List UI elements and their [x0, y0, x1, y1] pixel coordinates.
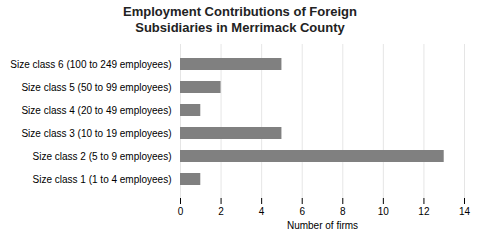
svg-text:12: 12	[418, 206, 430, 217]
svg-text:8: 8	[340, 206, 346, 217]
svg-text:4: 4	[259, 206, 265, 217]
svg-text:Number of firms: Number of firms	[287, 220, 358, 231]
svg-text:10: 10	[378, 206, 390, 217]
svg-text:0: 0	[178, 206, 184, 217]
svg-text:6: 6	[299, 206, 305, 217]
svg-text:Size class 6 (100 to 249 emplo: Size class 6 (100 to 249 employees)	[10, 59, 171, 70]
svg-text:Size class 2 (5 to 9 employees: Size class 2 (5 to 9 employees)	[33, 151, 172, 162]
svg-text:Size class 1 (1 to 4 employees: Size class 1 (1 to 4 employees)	[33, 174, 172, 185]
svg-text:Size class 5 (50 to 99 employe: Size class 5 (50 to 99 employees)	[21, 82, 171, 93]
svg-text:2: 2	[218, 206, 224, 217]
svg-text:Size class 3 (10 to 19 employe: Size class 3 (10 to 19 employees)	[21, 128, 171, 139]
svg-text:Size class 4 (20 to 49 employe: Size class 4 (20 to 49 employees)	[21, 105, 171, 116]
html-text:Employment Contributions of Fo: Employment Contributions of Foreign Subs…	[123, 4, 357, 35]
svg-text:14: 14	[459, 206, 471, 217]
